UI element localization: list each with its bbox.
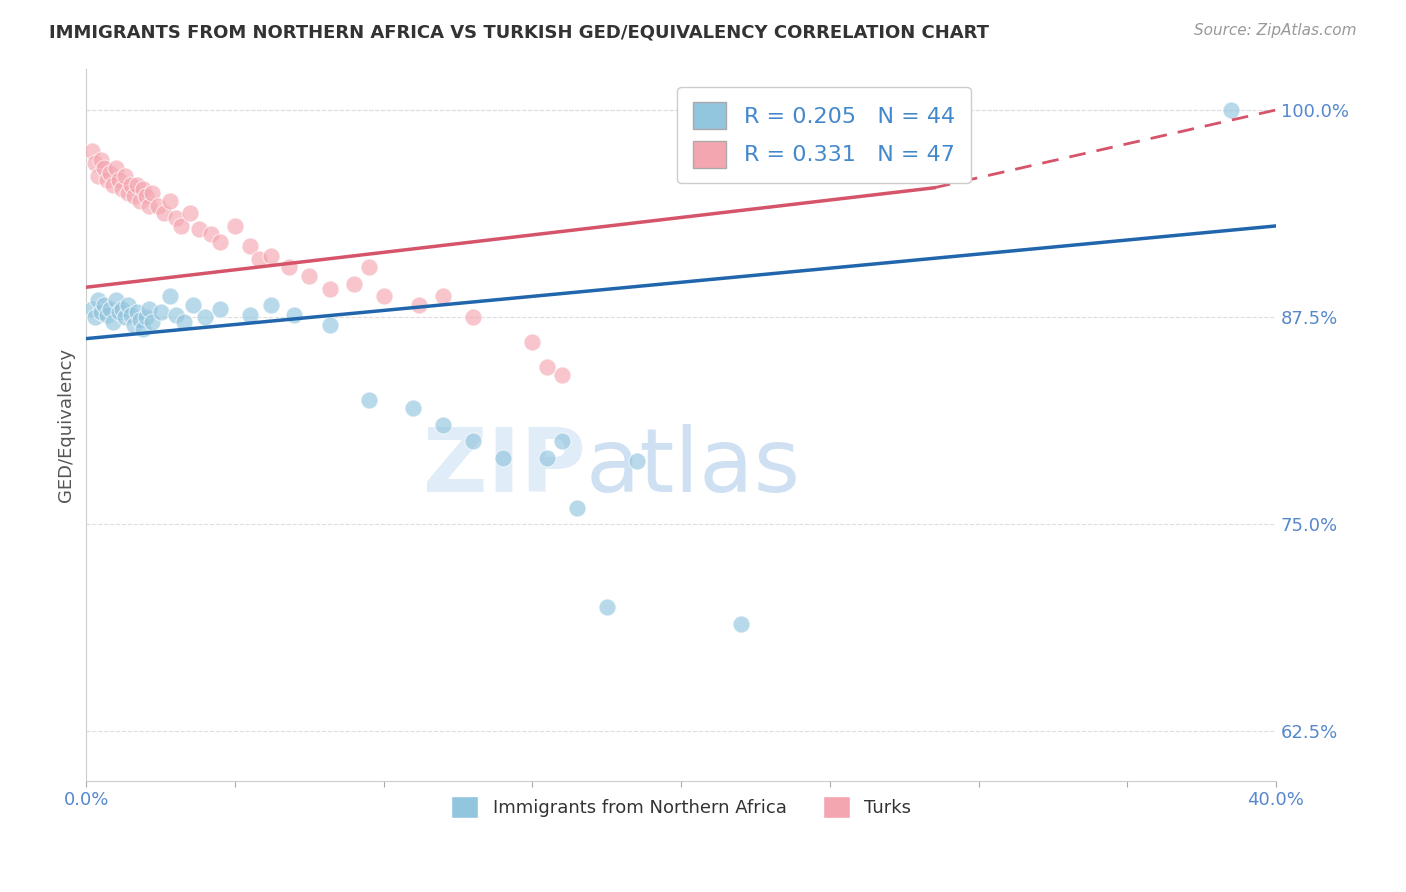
Point [98,301,121,316]
Point [120,309,142,323]
Point [84,310,107,324]
Point [117,298,139,312]
Point [194,310,217,324]
Point [114,169,136,184]
Point [402,401,425,416]
Point [277,260,299,275]
Point [319,318,342,333]
Point [90,153,112,167]
Point [209,235,232,250]
Point [108,172,131,186]
Point [165,309,187,323]
Point [117,186,139,200]
Point [87,293,110,308]
Point [626,454,648,468]
Point [551,434,574,449]
Point [84,156,107,170]
Point [536,450,558,465]
Point [108,305,131,319]
Text: ZIP: ZIP [423,424,586,511]
Point [82,145,104,159]
Point [596,600,619,615]
Point [87,169,110,184]
Point [551,368,574,382]
Point [96,172,118,186]
Point [432,288,454,302]
Point [82,301,104,316]
Point [101,178,124,192]
Point [111,301,134,316]
Point [224,219,246,233]
Point [93,298,115,312]
Point [98,166,121,180]
Point [173,315,195,329]
Point [408,298,430,312]
Point [260,249,283,263]
Point [319,282,342,296]
Text: IMMIGRANTS FROM NORTHERN AFRICA VS TURKISH GED/EQUIVALENCY CORRELATION CHART: IMMIGRANTS FROM NORTHERN AFRICA VS TURKI… [49,23,990,41]
Point [138,301,160,316]
Y-axis label: GED/Equivalency: GED/Equivalency [58,348,75,502]
Point [141,186,163,200]
Point [159,194,181,208]
Point [247,252,270,266]
Point [128,194,150,208]
Point [373,288,395,302]
Point [283,309,305,323]
Point [188,222,211,236]
Point [90,305,112,319]
Point [432,417,454,432]
Point [565,500,588,515]
Point [128,313,150,327]
Point [239,309,262,323]
Point [101,315,124,329]
Point [357,392,380,407]
Point [536,359,558,374]
Point [135,310,157,324]
Point [96,309,118,323]
Point [461,434,484,449]
Point [138,199,160,213]
Point [146,199,169,213]
Point [132,182,155,196]
Point [122,318,145,333]
Point [135,189,157,203]
Point [125,305,148,319]
Point [343,277,366,291]
Point [492,450,515,465]
Text: Source: ZipAtlas.com: Source: ZipAtlas.com [1194,23,1357,38]
Point [159,288,181,302]
Point [298,268,321,283]
Point [105,293,128,308]
Point [357,260,380,275]
Point [183,298,205,312]
Point [125,178,148,192]
Point [111,182,134,196]
Point [170,219,193,233]
Point [120,178,142,192]
Point [239,239,262,253]
Point [93,161,115,175]
Point [260,298,283,312]
Point [141,315,163,329]
Point [730,616,752,631]
Text: atlas: atlas [586,424,801,511]
Point [522,334,544,349]
Point [105,161,128,175]
Point [200,227,222,242]
Point [122,189,145,203]
Point [1220,103,1243,117]
Point [165,211,187,225]
Point [461,310,484,324]
Point [179,205,201,219]
Point [132,321,155,335]
Legend: Immigrants from Northern Africa, Turks: Immigrants from Northern Africa, Turks [444,789,918,825]
Point [209,301,232,316]
Point [152,205,174,219]
Point [114,310,136,324]
Point [149,305,172,319]
